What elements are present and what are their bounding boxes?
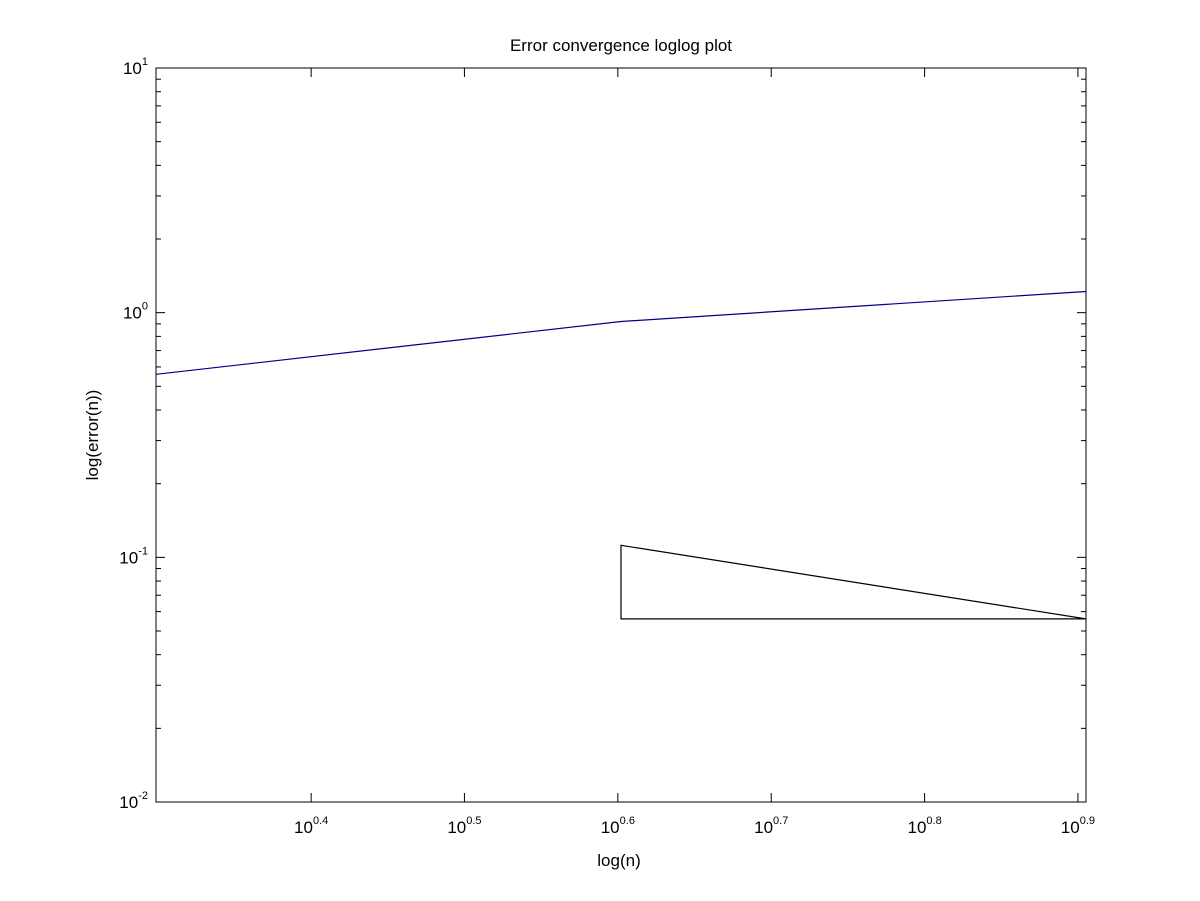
y-tick-label-base: 10 [123,304,142,323]
slope-triangle [620,544,1087,620]
x-tick-label: 100.7 [754,815,788,837]
y-tick-label-exponent: 1 [142,56,148,68]
x-tick-label-base: 10 [294,818,313,837]
minor-ticks [156,78,1086,729]
x-tick-label-exponent: 0.8 [926,815,941,827]
x-tick-label-exponent: 0.6 [620,815,635,827]
x-tick-label-base: 10 [754,818,773,837]
chart-title: Error convergence loglog plot [510,36,732,55]
x-tick-label-base: 10 [908,818,927,837]
y-axis-label: log(error(n)) [83,390,102,481]
y-tick-label-exponent: -2 [138,790,148,802]
series-layer [155,290,1087,620]
x-tick-label-base: 10 [601,818,620,837]
y-tick-label: 10-2 [119,790,148,812]
x-tick-label-exponent: 0.9 [1080,815,1095,827]
y-tick-label-exponent: -1 [138,545,148,557]
y-tick-label-base: 10 [119,793,138,812]
plot-background [156,68,1086,802]
x-tick-label-exponent: 0.5 [466,815,481,827]
x-tick-label: 100.9 [1061,815,1095,837]
x-tick-label-exponent: 0.4 [313,815,328,827]
y-tick-label: 100 [123,301,148,323]
y-tick-label: 101 [123,56,148,78]
x-tick-label: 100.8 [908,815,942,837]
x-axis-label: log(n) [597,851,640,870]
x-tick-labels: 100.4 100.5 100.6 100.7 100.8 100.9 [294,815,1095,837]
plot-frame [155,67,1087,803]
x-tick-label-base: 10 [447,818,466,837]
x-tick-label-base: 10 [1061,818,1080,837]
x-tick-label: 100.4 [294,815,328,837]
y-tick-label-exponent: 0 [142,301,148,313]
x-tick-label-exponent: 0.7 [773,815,788,827]
x-tick-label: 100.6 [601,815,635,837]
y-tick-label-base: 10 [123,59,142,78]
y-tick-label: 10-1 [119,545,148,567]
y-tick-label-base: 10 [119,548,138,567]
error-curve [155,290,1087,375]
x-tick-label: 100.5 [447,815,481,837]
